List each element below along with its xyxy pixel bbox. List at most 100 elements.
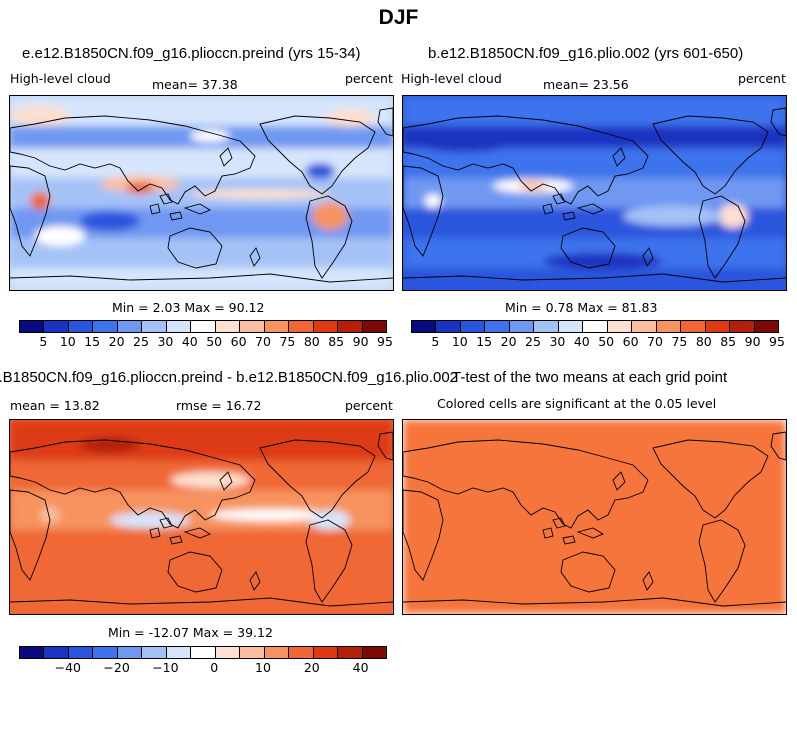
colorbar-tick-label: 20 <box>303 660 320 675</box>
colorbar-swatch <box>215 647 241 658</box>
colorbar-tick-label: 15 <box>476 334 493 349</box>
colorbar-swatch <box>166 647 192 658</box>
colorbar-swatch <box>338 321 363 332</box>
colorbar-swatch <box>485 321 510 332</box>
colorbar-tick-label: 90 <box>352 334 369 349</box>
panel3-colorbar <box>19 646 387 659</box>
panel1-mean: mean= 37.38 <box>152 77 238 92</box>
colorbar-swatch <box>656 321 682 332</box>
colorbar-tick-label: 25 <box>525 334 541 349</box>
colorbar-tick-label: 80 <box>303 334 320 349</box>
colorbar-swatch <box>362 647 387 658</box>
colorbar-tick-label: 75 <box>279 334 296 349</box>
colorbar-swatch <box>264 647 290 658</box>
colorbar-swatch <box>142 321 167 332</box>
panel1-title: e.e12.B1850CN.f09_g16.plioccn.preind (yr… <box>22 45 361 62</box>
map-field <box>10 96 393 290</box>
panel1-map <box>9 95 394 291</box>
colorbar-tick-label: 0 <box>210 660 219 675</box>
panel2-variable-label: High-level cloud <box>401 71 502 86</box>
panel2-units: percent <box>738 71 786 86</box>
panel1-minmax: Min = 2.03 Max = 90.12 <box>112 300 265 315</box>
panel3-minmax: Min = -12.07 Max = 39.12 <box>108 625 273 640</box>
colorbar-tick-label: 70 <box>255 334 271 349</box>
colorbar-tick-label: 70 <box>647 334 663 349</box>
colorbar-swatch <box>68 321 94 332</box>
colorbar-tick-label: 10 <box>255 660 271 675</box>
colorbar-swatch <box>362 321 387 332</box>
colorbar-swatch <box>338 647 363 658</box>
colorbar-swatch <box>632 321 657 332</box>
colorbar-swatch <box>705 321 731 332</box>
colorbar-swatch <box>730 321 755 332</box>
colorbar-swatch <box>534 321 559 332</box>
colorbar-tick-label: 5 <box>39 334 48 349</box>
colorbar-swatch <box>558 321 584 332</box>
colorbar-tick-label: 25 <box>133 334 149 349</box>
colorbar-swatch <box>313 647 339 658</box>
panel2-minmax: Min = 0.78 Max = 81.83 <box>505 300 658 315</box>
colorbar-tick-label: 10 <box>59 334 76 349</box>
colorbar-swatch <box>436 321 461 332</box>
colorbar-swatch <box>240 647 265 658</box>
panel2-map <box>402 95 787 291</box>
colorbar-swatch <box>191 647 216 658</box>
panel3-title: e.e12.B1850CN.f09_g16.plioccn.preind - b… <box>0 369 458 386</box>
colorbar-swatch <box>166 321 192 332</box>
colorbar-swatch <box>607 321 633 332</box>
panel1-variable-label: High-level cloud <box>10 71 111 86</box>
panel4-title: T-test of the two means at each grid poi… <box>452 369 728 386</box>
colorbar-tick-label: 40 <box>573 334 590 349</box>
colorbar-swatch <box>412 321 437 332</box>
panel3-units: percent <box>345 398 393 413</box>
colorbar-swatch <box>460 321 486 332</box>
colorbar-tick-label: 60 <box>622 334 639 349</box>
colorbar-swatch <box>20 321 45 332</box>
colorbar-tick-label: 95 <box>377 334 393 349</box>
colorbar-swatch <box>289 647 314 658</box>
colorbar-tick-label: −20 <box>103 660 130 675</box>
colorbar-swatch <box>142 647 167 658</box>
colorbar-swatch <box>117 321 143 332</box>
colorbar-tick-label: 60 <box>230 334 247 349</box>
colorbar-tick-label: −10 <box>152 660 179 675</box>
panel1-units: percent <box>345 71 393 86</box>
colorbar-tick-label: 15 <box>84 334 101 349</box>
panel2-colorbar <box>411 320 779 333</box>
colorbar-swatch <box>68 647 94 658</box>
colorbar-tick-label: 85 <box>328 334 345 349</box>
colorbar-tick-label: 95 <box>769 334 785 349</box>
colorbar-swatch <box>44 647 69 658</box>
panel2-mean: mean= 23.56 <box>543 77 629 92</box>
panel4-subtitle: Colored cells are significant at the 0.0… <box>437 396 717 411</box>
figure-title: DJF <box>378 6 419 29</box>
colorbar-tick-label: 20 <box>108 334 125 349</box>
colorbar-tick-label: 50 <box>598 334 615 349</box>
colorbar-tick-label: 75 <box>671 334 688 349</box>
colorbar-tick-label: 40 <box>181 334 198 349</box>
colorbar-swatch <box>289 321 314 332</box>
panel1-colorbar <box>19 320 387 333</box>
panel3-rmse: rmse = 16.72 <box>176 398 262 413</box>
colorbar-swatch <box>191 321 216 332</box>
colorbar-tick-label: 50 <box>206 334 223 349</box>
colorbar-swatch <box>681 321 706 332</box>
colorbar-tick-label: −40 <box>54 660 81 675</box>
colorbar-tick-label: 30 <box>157 334 174 349</box>
colorbar-swatch <box>264 321 290 332</box>
colorbar-tick-label: 85 <box>720 334 737 349</box>
colorbar-swatch <box>215 321 241 332</box>
colorbar-tick-label: 20 <box>500 334 517 349</box>
colorbar-swatch <box>44 321 69 332</box>
colorbar-swatch <box>240 321 265 332</box>
map-field <box>403 420 786 614</box>
colorbar-tick-label: 30 <box>549 334 566 349</box>
colorbar-swatch <box>93 647 118 658</box>
colorbar-tick-label: 10 <box>451 334 468 349</box>
panel4-map <box>402 419 787 615</box>
colorbar-swatch <box>117 647 143 658</box>
colorbar-swatch <box>754 321 779 332</box>
panel3-mean: mean = 13.82 <box>10 398 100 413</box>
map-field <box>403 96 786 290</box>
colorbar-swatch <box>20 647 45 658</box>
